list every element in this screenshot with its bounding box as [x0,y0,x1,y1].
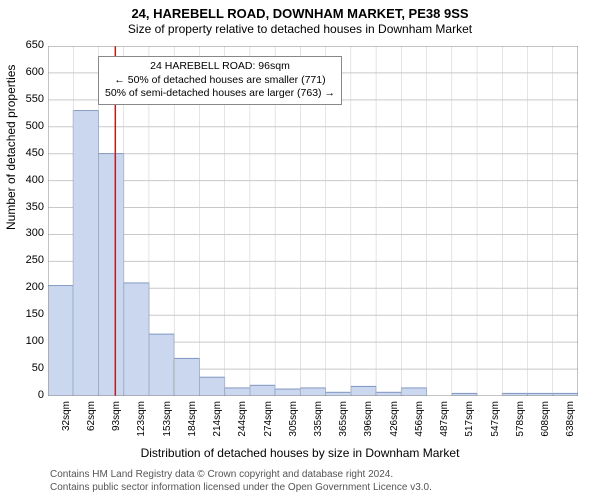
chart-area: 24 HAREBELL ROAD: 96sqm ← 50% of detache… [48,46,578,396]
x-tick-label: 214sqm [212,401,223,446]
y-tick-label: 50 [32,362,44,374]
footnote: Contains HM Land Registry data © Crown c… [50,469,432,494]
annotation-line-3: 50% of semi-detached houses are larger (… [105,87,335,101]
y-tick-label: 250 [26,254,44,266]
y-tick-label: 550 [26,93,44,105]
footnote-line-1: Contains HM Land Registry data © Crown c… [50,469,432,482]
annotation-box: 24 HAREBELL ROAD: 96sqm ← 50% of detache… [98,56,342,105]
annotation-line-1: 24 HAREBELL ROAD: 96sqm [105,60,335,74]
x-tick-label: 32sqm [61,401,72,446]
y-tick-label: 650 [26,39,44,51]
y-tick-label: 0 [38,389,44,401]
x-tick-label: 305sqm [288,401,299,446]
chart-title: 24, HAREBELL ROAD, DOWNHAM MARKET, PE38 … [0,6,600,21]
y-tick-label: 600 [26,66,44,78]
x-tick-label: 365sqm [338,401,349,446]
x-tick-label: 517sqm [464,401,475,446]
x-tick-label: 608sqm [540,401,551,446]
x-axis-label: Distribution of detached houses by size … [0,446,600,460]
y-tick-label: 100 [26,335,44,347]
x-tick-label: 244sqm [237,401,248,446]
x-tick-label: 62sqm [86,401,97,446]
footnote-line-2: Contains public sector information licen… [50,482,432,495]
y-tick-label: 300 [26,227,44,239]
chart-subtitle: Size of property relative to detached ho… [0,22,600,36]
x-tick-label: 335sqm [313,401,324,446]
x-tick-label: 578sqm [515,401,526,446]
x-tick-label: 153sqm [162,401,173,446]
x-tick-label: 487sqm [439,401,450,446]
y-tick-label: 500 [26,120,44,132]
y-tick-label: 150 [26,308,44,320]
x-tick-label: 396sqm [363,401,374,446]
y-tick-label: 350 [26,201,44,213]
x-tick-label: 123sqm [136,401,147,446]
x-tick-label: 638sqm [565,401,576,446]
x-tick-label: 93sqm [111,401,122,446]
x-tick-label: 547sqm [490,401,501,446]
x-tick-label: 274sqm [263,401,274,446]
annotation-line-2: ← 50% of detached houses are smaller (77… [105,74,335,88]
y-tick-label: 450 [26,147,44,159]
x-tick-label: 184sqm [187,401,198,446]
y-axis-label: Number of detached properties [4,65,18,230]
x-tick-label: 456sqm [414,401,425,446]
y-tick-label: 200 [26,281,44,293]
y-tick-label: 400 [26,174,44,186]
x-tick-label: 426sqm [389,401,400,446]
